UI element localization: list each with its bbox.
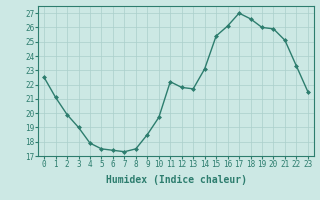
X-axis label: Humidex (Indice chaleur): Humidex (Indice chaleur) [106, 175, 246, 185]
